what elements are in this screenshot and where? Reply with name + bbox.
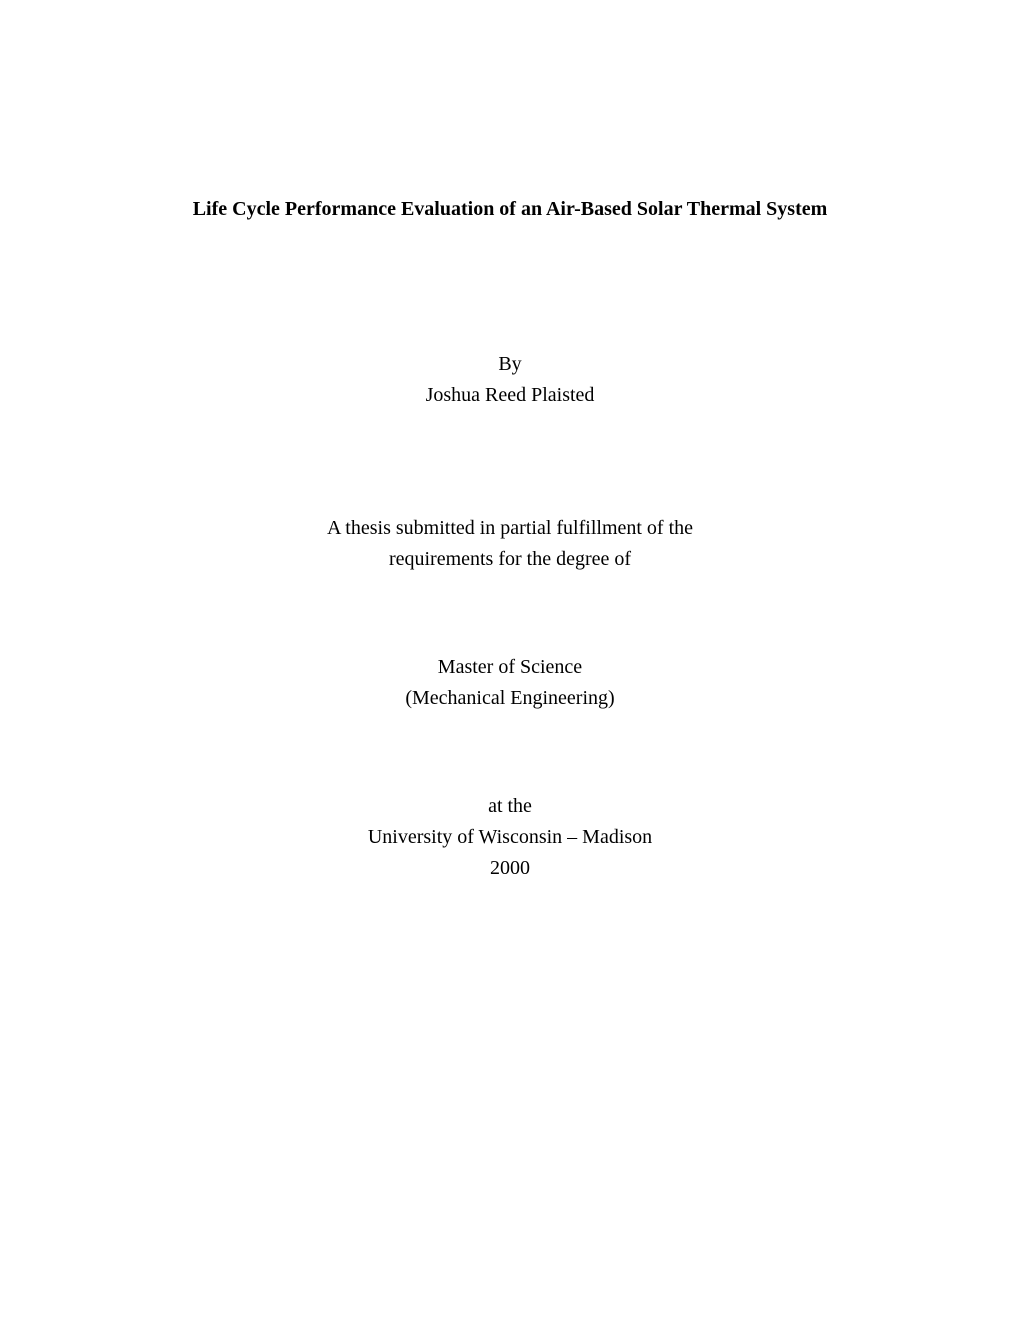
department-name: (Mechanical Engineering) bbox=[120, 687, 900, 710]
by-label: By bbox=[120, 353, 900, 376]
degree-name: Master of Science bbox=[120, 656, 900, 679]
author-name: Joshua Reed Plaisted bbox=[120, 384, 900, 407]
at-the-label: at the bbox=[120, 795, 900, 818]
university-name: University of Wisconsin – Madison bbox=[120, 826, 900, 849]
thesis-title: Life Cycle Performance Evaluation of an … bbox=[120, 195, 900, 223]
year: 2000 bbox=[120, 857, 900, 880]
fulfillment-text-line2: requirements for the degree of bbox=[120, 548, 900, 571]
fulfillment-text-line1: A thesis submitted in partial fulfillmen… bbox=[120, 517, 900, 540]
title-page: Life Cycle Performance Evaluation of an … bbox=[0, 0, 1020, 1320]
